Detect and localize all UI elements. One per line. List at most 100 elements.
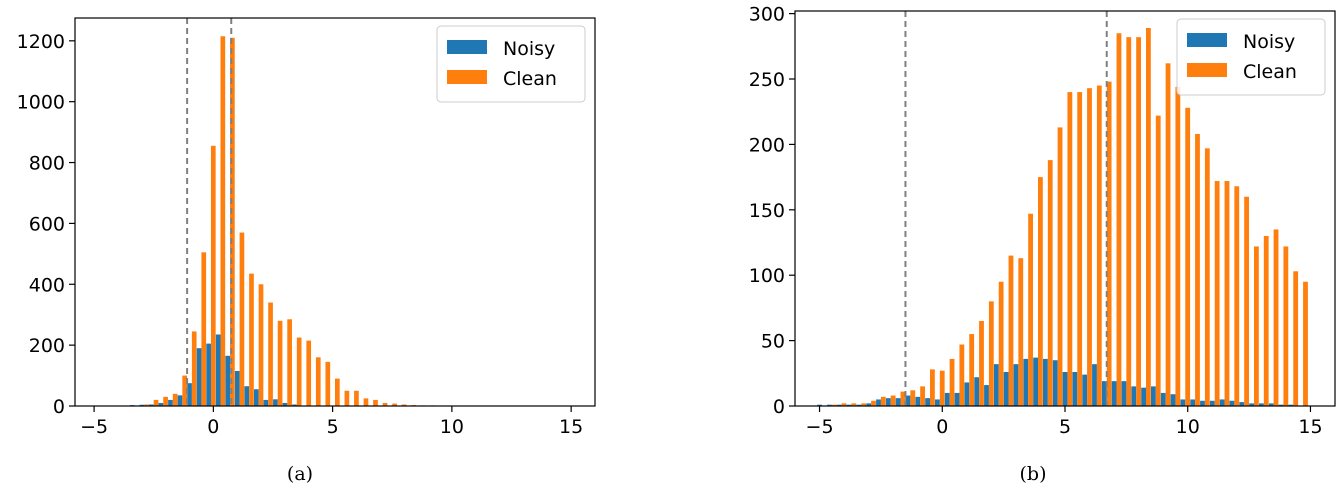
clean-bar (841, 403, 847, 406)
clean-bar (1195, 133, 1200, 406)
clean-bar (344, 390, 350, 406)
noisy-bar (206, 343, 211, 406)
subfigure-caption: (b) (1020, 463, 1047, 485)
noisy-bar (1200, 400, 1205, 406)
noisy-bar (1170, 394, 1176, 406)
clean-bar (1136, 37, 1141, 406)
noisy-bar (1249, 403, 1254, 406)
noisy-bar (1229, 400, 1235, 406)
clean-bar (315, 357, 321, 406)
x-tick-label: 0 (207, 416, 219, 438)
noisy-bar (263, 399, 269, 406)
noisy-bar (1062, 371, 1068, 406)
noisy-bar (1003, 371, 1009, 406)
clean-bar (1106, 81, 1112, 406)
chart-a: −5 0 5 10 15 0 200 400 600 800 1000 1200 Noisy Clean (… (17, 17, 596, 485)
clean-bar (201, 252, 207, 406)
clean-bar (392, 403, 397, 406)
noisy-bar (895, 398, 901, 406)
clean-bar (1126, 37, 1132, 406)
legend-label: Noisy (503, 38, 555, 60)
noisy-bar (836, 404, 842, 406)
noisy-bar (1013, 364, 1019, 406)
noisy-bar (885, 398, 891, 406)
y-tick-label: 0 (773, 396, 785, 418)
clean-bar (1057, 127, 1063, 406)
clean-bar (335, 378, 340, 406)
clean-bar (880, 396, 886, 406)
y-tick-label: 50 (761, 331, 785, 353)
clean-bar (1116, 33, 1122, 407)
clean-bar (910, 390, 916, 406)
y-tick-label: 400 (29, 274, 65, 296)
noisy-bar (974, 377, 980, 406)
clean-bar (172, 393, 178, 406)
noisy-bar (856, 404, 862, 406)
clean-bar (277, 320, 283, 406)
x-tick-label: −5 (806, 416, 834, 438)
clean-bar (239, 232, 245, 406)
clean-bar (1283, 246, 1289, 406)
noisy-bar (1219, 399, 1225, 406)
noisy-bar (1092, 364, 1097, 406)
clean-bar (230, 37, 235, 406)
clean-bar (890, 395, 896, 406)
x-tick-label: 15 (1298, 416, 1322, 438)
x-tick-label: −5 (80, 416, 108, 438)
clean-bar (1096, 85, 1102, 407)
clean-bar (268, 302, 273, 406)
noisy-bar (1023, 358, 1029, 406)
noisy-bar (282, 402, 288, 406)
noisy-bar (1101, 381, 1107, 406)
noisy-bar (177, 395, 183, 406)
x-tick-label: 5 (1059, 416, 1071, 438)
clean-bar (1047, 160, 1053, 406)
clean-bar (1018, 258, 1024, 406)
y-tick-label: 200 (29, 335, 65, 357)
clean-bar (382, 402, 388, 406)
x-tick-label: 5 (327, 416, 339, 438)
clean-bar (959, 344, 965, 406)
clean-bar (153, 399, 159, 406)
noisy-bar (1190, 399, 1196, 406)
noisy-bar (196, 348, 202, 406)
noisy-bar (292, 404, 297, 406)
noisy-bar (905, 395, 911, 406)
clean-bar (182, 375, 188, 406)
noisy-bar (1072, 371, 1078, 406)
noisy-bar (964, 382, 970, 406)
noisy-bar (1160, 392, 1166, 406)
clean-bar (249, 273, 254, 406)
clean-bar (258, 284, 264, 406)
noisy-bar (1141, 387, 1146, 406)
legend: Noisy Clean (436, 25, 586, 103)
clean-bar (354, 390, 359, 406)
noisy-bar (993, 364, 999, 406)
clean-bar (988, 301, 994, 406)
noisy-bar (915, 396, 921, 406)
y-tick-label: 0 (53, 396, 65, 418)
noisy-bar (925, 398, 930, 406)
clean-bar (1273, 229, 1279, 406)
noisy-bar (253, 389, 259, 406)
clean-bar (1303, 281, 1308, 406)
y-tick-label: 250 (749, 69, 785, 91)
noisy-bar (1259, 403, 1264, 406)
clean-bar (831, 404, 837, 406)
x-tick-label: 15 (559, 416, 583, 438)
noisy-bar (149, 404, 154, 406)
clean-bar (949, 358, 955, 406)
clean-bar (1263, 235, 1269, 406)
noisy-bar (187, 383, 192, 406)
noisy-bar (1151, 386, 1156, 406)
noisy-bar (1209, 400, 1215, 406)
noisy-bar (225, 355, 231, 406)
noisy-bar (158, 402, 164, 406)
clean-bar (1175, 86, 1181, 407)
y-tick-label: 600 (29, 213, 65, 235)
noisy-bar (1121, 381, 1127, 406)
clean-bar (1234, 186, 1240, 406)
noisy-bar (954, 392, 960, 406)
y-tick-label: 1000 (17, 92, 65, 114)
noisy-bar (1180, 399, 1186, 406)
